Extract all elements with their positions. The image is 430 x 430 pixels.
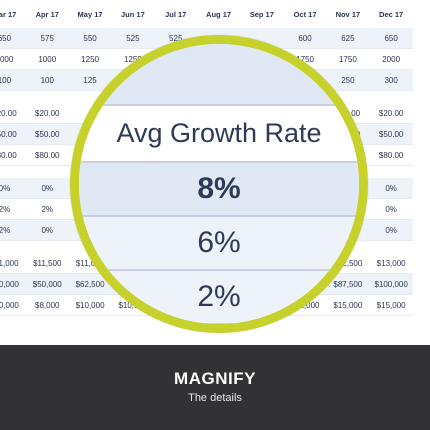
month-header: Sep 17 <box>249 9 274 19</box>
table-cell: $80.00 <box>0 144 26 166</box>
month-header: Jul 17 <box>165 9 187 19</box>
table-cell: 2% <box>0 198 26 220</box>
table-cell <box>369 165 413 178</box>
table-cell: $15,000 <box>369 294 413 316</box>
table-cell: 100 <box>25 69 69 91</box>
table-cell: $20.00 <box>369 103 413 124</box>
month-header: Aug 17 <box>206 9 232 19</box>
table-cell <box>369 90 413 103</box>
table-cell: $50.00 <box>0 123 26 145</box>
table-cell: 0% <box>25 178 69 199</box>
table-cell: $50.00 <box>25 123 69 145</box>
table-cell: $50,000 <box>25 273 69 295</box>
table-cell: 2% <box>25 198 69 220</box>
table-cell: $10,000 <box>0 294 26 316</box>
table-cell: 0% <box>369 198 413 220</box>
table-cell: $8,000 <box>25 294 69 316</box>
month-header: Mar 17 <box>0 9 17 19</box>
growth-rate-value-3: 2% <box>79 271 359 324</box>
table-cell: $100,000 <box>369 273 413 295</box>
table-cell <box>0 90 26 103</box>
table-cell: 550 <box>68 28 112 49</box>
table-cell: $50,000 <box>0 273 26 295</box>
table-cell: 625 <box>326 28 370 49</box>
table-cell: 575 <box>25 28 69 49</box>
table-cell <box>0 240 26 253</box>
table-row: 650575550525525600625650 <box>0 28 413 49</box>
table-cell: $13,000 <box>369 253 413 274</box>
avg-growth-rate-heading: Avg Growth Rate <box>79 106 359 163</box>
growth-rate-value-2: 6% <box>79 217 359 271</box>
table-cell <box>25 90 69 103</box>
table-cell: $50.00 <box>369 123 413 145</box>
table-cell <box>369 240 413 253</box>
growth-rate-value-1: 8% <box>79 163 359 217</box>
month-header: May 17 <box>77 9 103 19</box>
table-cell <box>25 240 69 253</box>
table-cell: 0% <box>0 178 26 199</box>
magnifier-lens: Avg Growth Rate 8% 6% 2% <box>70 35 368 333</box>
table-cell: $20.00 <box>0 103 26 124</box>
table-cell: 1000 <box>25 48 69 70</box>
table-cell: 300 <box>369 69 413 91</box>
caption-banner: MAGNIFY The details <box>0 345 430 430</box>
table-cell: $11,500 <box>25 253 69 274</box>
table-cell: 0% <box>369 178 413 199</box>
month-header: Apr 17 <box>35 9 59 19</box>
month-header-row: Mar 17 Apr 17 May 17 Jun 17 Jul 17 Aug 17 Sep … <box>0 0 413 28</box>
table-cell: 0% <box>369 219 413 241</box>
table-cell: 0% <box>25 219 69 241</box>
month-header: Dec 17 <box>379 9 404 19</box>
banner-title: MAGNIFY <box>174 369 256 388</box>
table-cell: 1000 <box>0 48 26 70</box>
table-cell: $80.00 <box>25 144 69 166</box>
table-cell: 600 <box>283 28 327 49</box>
month-header: Nov 17 <box>335 9 361 19</box>
table-cell: $80.00 <box>369 144 413 166</box>
magnified-top-band <box>79 44 359 106</box>
banner-subtitle: The details <box>188 392 242 404</box>
month-header: Jun 17 <box>121 9 145 19</box>
table-cell: 650 <box>0 28 26 49</box>
month-header: Oct 17 <box>293 9 317 19</box>
table-cell: 650 <box>369 28 413 49</box>
table-cell <box>25 165 69 178</box>
table-cell <box>0 165 26 178</box>
magnified-region: Avg Growth Rate 8% 6% 2% <box>79 44 359 324</box>
table-cell: 100 <box>0 69 26 91</box>
table-cell: $11,000 <box>0 253 26 274</box>
table-cell: 2000 <box>369 48 413 70</box>
table-cell: $20.00 <box>25 103 69 124</box>
table-cell: 2% <box>0 219 26 241</box>
